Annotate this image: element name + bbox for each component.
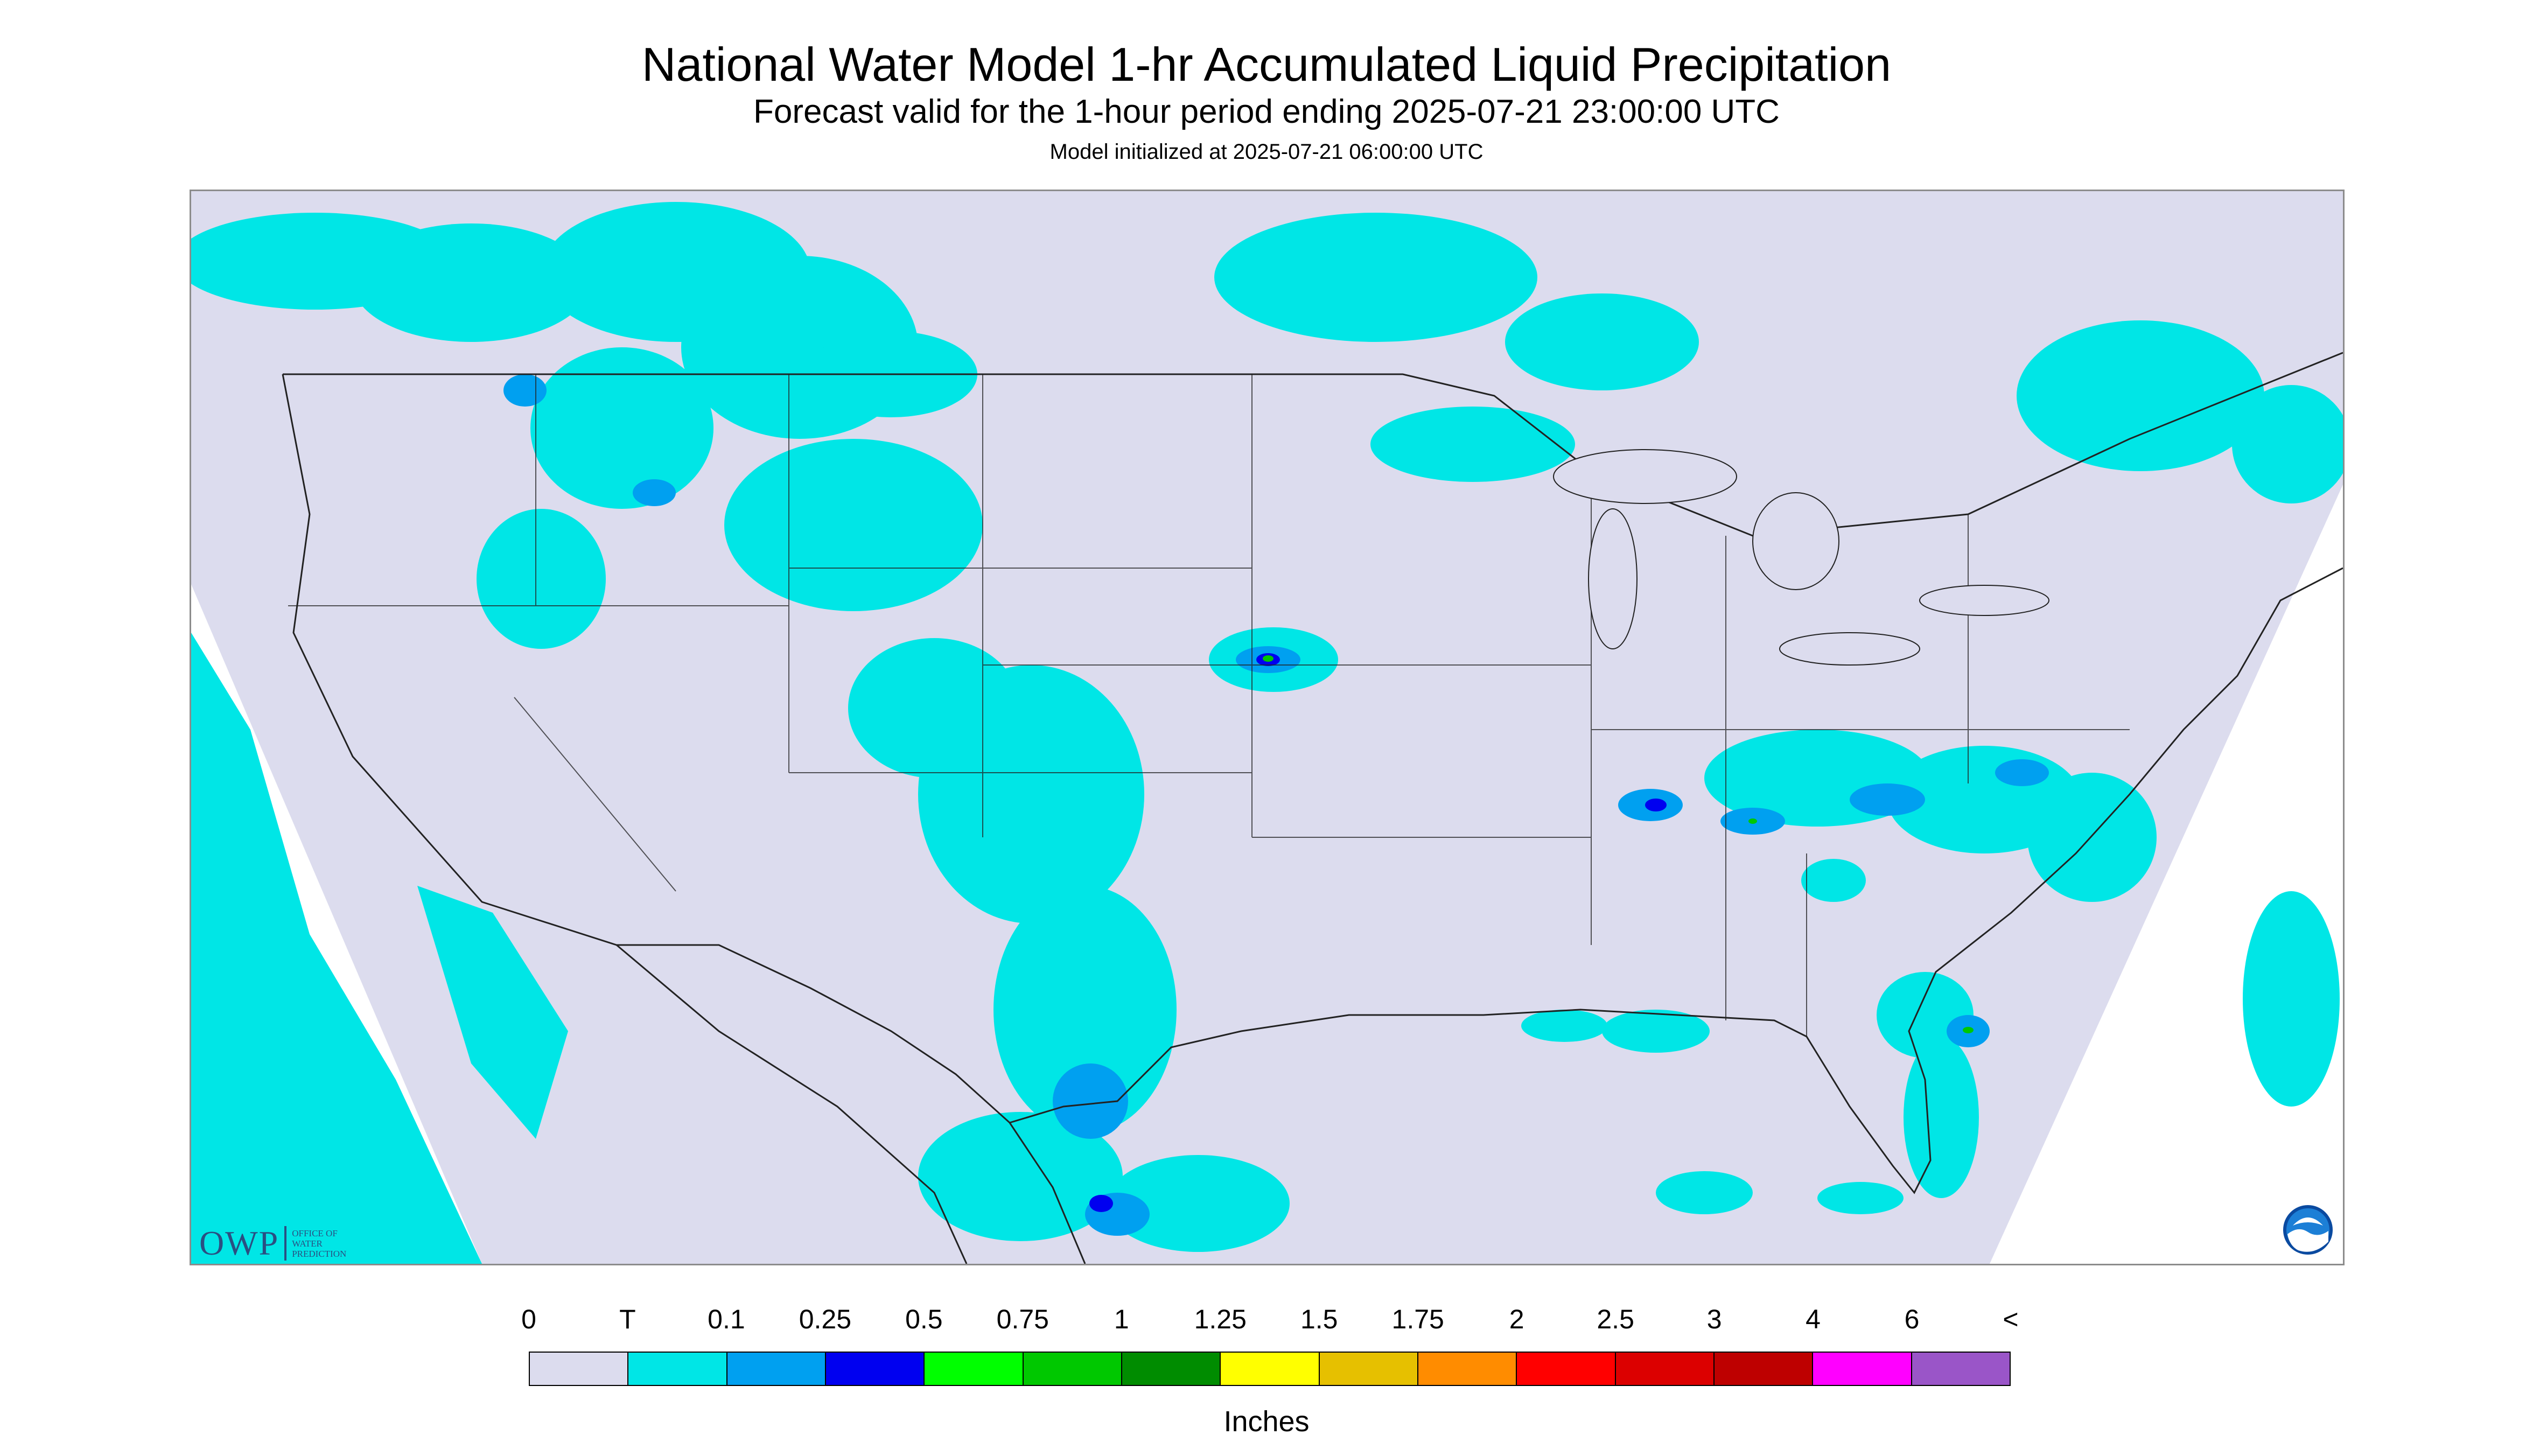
owp-logo: OWP OFFICE OF WATER PREDICTION xyxy=(199,1223,346,1263)
owp-divider xyxy=(284,1226,287,1261)
legend-tick-label: 6 xyxy=(1904,1304,1920,1334)
map-domain xyxy=(191,191,2343,1264)
legend-tick-label: 4 xyxy=(1806,1304,1821,1334)
legend-swatch xyxy=(530,1353,629,1385)
legend-tick-label: T xyxy=(619,1304,636,1334)
owp-line-2: WATER xyxy=(292,1238,323,1249)
legend-swatch xyxy=(1221,1353,1320,1385)
legend-tick-label: 0.1 xyxy=(708,1304,745,1334)
legend-swatch xyxy=(1418,1353,1517,1385)
legend-tick-label: 1.75 xyxy=(1391,1304,1444,1334)
political-boundaries xyxy=(282,352,2343,1264)
legend-swatch xyxy=(1517,1353,1616,1385)
owp-abbreviation: OWP xyxy=(199,1224,279,1262)
legend-tick-label: 0.5 xyxy=(905,1304,943,1334)
legend-tick-labels: 0 T 0.1 0.25 0.5 0.75 1 1.25 1.5 1.75 2 2.5 3 4 6 < xyxy=(0,1303,2533,1341)
precip-map[interactable] xyxy=(190,190,2345,1265)
owp-line-1: OFFICE OF xyxy=(292,1228,338,1238)
legend-tick-label: 2.5 xyxy=(1597,1304,1634,1334)
legend-swatch xyxy=(1912,1353,2010,1385)
legend-swatch xyxy=(628,1353,727,1385)
precip-trace-areas xyxy=(191,202,2343,1264)
legend-swatch xyxy=(825,1353,925,1385)
model-init-time: Model initialized at 2025-07-21 06:00:00… xyxy=(1049,140,1484,164)
owp-line-3: PREDICTION xyxy=(292,1248,347,1259)
owp-fullname: OFFICE OF WATER PREDICTION xyxy=(292,1228,346,1259)
legend-swatch xyxy=(925,1353,1024,1385)
legend-tick-label: 0.25 xyxy=(799,1304,852,1334)
legend-swatch xyxy=(1319,1353,1418,1385)
precip-heavy-cores xyxy=(1263,655,1974,1033)
conus-map-icon xyxy=(191,191,2343,1264)
legend-tick-label: 0.75 xyxy=(996,1304,1049,1334)
legend-swatch xyxy=(1813,1353,1912,1385)
legend-tick-label: 3 xyxy=(1706,1304,1722,1334)
legend-tick-label: 1.25 xyxy=(1194,1304,1247,1334)
map-title: National Water Model 1-hr Accumulated Li… xyxy=(641,38,1892,91)
precip-legend-bar xyxy=(529,1352,2011,1386)
legend-tick-label: 1.5 xyxy=(1300,1304,1338,1334)
legend-swatch xyxy=(727,1353,826,1385)
map-subtitle: Forecast valid for the 1-hour period end… xyxy=(753,93,1780,130)
noaa-logo-icon xyxy=(2283,1205,2333,1255)
legend-tick-label: 1 xyxy=(1114,1304,1129,1334)
legend-tick-label: 2 xyxy=(1509,1304,1524,1334)
legend-swatch xyxy=(1615,1353,1715,1385)
legend-swatch xyxy=(1023,1353,1122,1385)
great-lakes xyxy=(1553,449,2049,666)
legend-tick-label: < xyxy=(2003,1304,2019,1334)
legend-swatch xyxy=(1714,1353,1814,1385)
legend-swatch xyxy=(1122,1353,1221,1385)
legend-tick-label: 0 xyxy=(521,1304,536,1334)
legend-units: Inches xyxy=(1223,1405,1310,1438)
